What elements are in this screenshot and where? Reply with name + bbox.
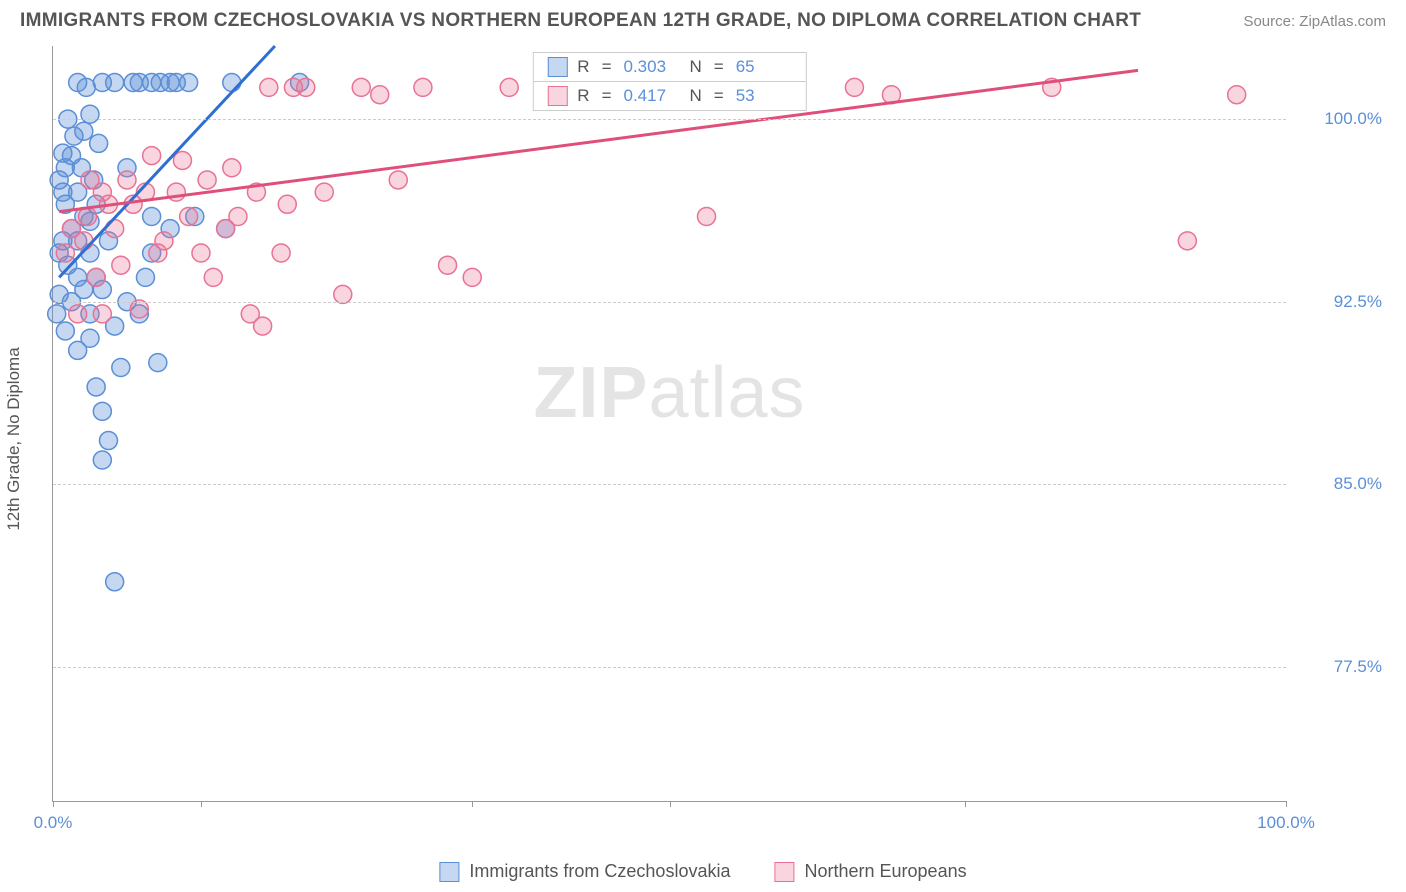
scatter-point: [389, 171, 407, 189]
legend-n-label: N: [690, 86, 702, 106]
legend-r-value: 0.417: [624, 86, 680, 106]
legend-r-value: 0.303: [624, 57, 680, 77]
scatter-point: [155, 232, 173, 250]
source-label: Source: ZipAtlas.com: [1243, 13, 1386, 30]
x-tick-mark: [201, 801, 202, 807]
scatter-point: [93, 402, 111, 420]
scatter-point: [81, 105, 99, 123]
scatter-point: [297, 78, 315, 96]
scatter-point: [90, 134, 108, 152]
scatter-point: [697, 207, 715, 225]
x-tick-mark: [472, 801, 473, 807]
scatter-point: [143, 147, 161, 165]
legend-n-value: 65: [736, 57, 792, 77]
legend-swatch: [439, 862, 459, 882]
x-tick-label: 0.0%: [34, 813, 73, 833]
scatter-point: [260, 78, 278, 96]
scatter-point: [77, 78, 95, 96]
chart-container: 12th Grade, No Diploma ZIPatlas R=0.303N…: [52, 46, 1386, 832]
legend-n-label: N: [690, 57, 702, 77]
chart-title: IMMIGRANTS FROM CZECHOSLOVAKIA VS NORTHE…: [20, 10, 1141, 32]
scatter-point: [173, 151, 191, 169]
scatter-point: [93, 305, 111, 323]
scatter-point: [414, 78, 432, 96]
scatter-point: [334, 285, 352, 303]
scatter-point: [192, 244, 210, 262]
y-axis-label: 12th Grade, No Diploma: [4, 347, 24, 530]
scatter-point: [87, 268, 105, 286]
x-tick-mark: [53, 801, 54, 807]
scatter-point: [130, 300, 148, 318]
legend-swatch: [547, 57, 567, 77]
scatter-point: [254, 317, 272, 335]
gridline: [53, 667, 1286, 668]
x-tick-label: 100.0%: [1257, 813, 1315, 833]
scatter-point: [112, 256, 130, 274]
scatter-point: [48, 305, 66, 323]
y-tick-label: 85.0%: [1292, 474, 1382, 494]
y-tick-label: 92.5%: [1292, 292, 1382, 312]
scatter-point: [75, 122, 93, 140]
scatter-point: [81, 329, 99, 347]
legend-series-label: Northern Europeans: [804, 861, 966, 882]
plot-area: ZIPatlas R=0.303N=65R=0.417N=53 77.5%85.…: [52, 46, 1286, 802]
scatter-point: [180, 207, 198, 225]
scatter-point: [99, 432, 117, 450]
scatter-point: [500, 78, 518, 96]
scatter-point: [136, 268, 154, 286]
scatter-point: [845, 78, 863, 96]
gridline: [53, 484, 1286, 485]
scatter-point: [1228, 86, 1246, 104]
scatter-point: [315, 183, 333, 201]
legend-series-label: Immigrants from Czechoslovakia: [469, 861, 730, 882]
scatter-point: [204, 268, 222, 286]
scatter-point: [439, 256, 457, 274]
legend-r-label: R: [577, 86, 589, 106]
y-tick-label: 77.5%: [1292, 657, 1382, 677]
legend-series-item: Northern Europeans: [774, 861, 966, 882]
scatter-point: [463, 268, 481, 286]
scatter-point: [198, 171, 216, 189]
legend-series: Immigrants from Czechoslovakia Northern E…: [439, 861, 966, 882]
legend-n-value: 53: [736, 86, 792, 106]
scatter-point: [69, 305, 87, 323]
scatter-point: [75, 232, 93, 250]
scatter-point: [272, 244, 290, 262]
legend-correlation-row: R=0.303N=65: [533, 53, 805, 82]
plot-svg: [53, 46, 1286, 801]
legend-correlation: R=0.303N=65R=0.417N=53: [532, 52, 806, 111]
scatter-point: [87, 378, 105, 396]
scatter-point: [93, 451, 111, 469]
scatter-point: [106, 220, 124, 238]
scatter-point: [149, 354, 167, 372]
x-tick-mark: [965, 801, 966, 807]
legend-r-label: R: [577, 57, 589, 77]
legend-correlation-row: R=0.417N=53: [533, 82, 805, 110]
scatter-point: [223, 74, 241, 92]
scatter-point: [106, 74, 124, 92]
scatter-point: [143, 207, 161, 225]
scatter-point: [56, 322, 74, 340]
scatter-point: [352, 78, 370, 96]
legend-swatch: [774, 862, 794, 882]
header: IMMIGRANTS FROM CZECHOSLOVAKIA VS NORTHE…: [0, 0, 1406, 40]
legend-series-item: Immigrants from Czechoslovakia: [439, 861, 730, 882]
scatter-point: [229, 207, 247, 225]
y-tick-label: 100.0%: [1292, 109, 1382, 129]
x-tick-mark: [670, 801, 671, 807]
legend-swatch: [547, 86, 567, 106]
gridline: [53, 302, 1286, 303]
scatter-point: [180, 74, 198, 92]
scatter-point: [118, 171, 136, 189]
scatter-point: [1178, 232, 1196, 250]
x-tick-mark: [1286, 801, 1287, 807]
scatter-point: [106, 573, 124, 591]
gridline: [53, 119, 1286, 120]
scatter-point: [371, 86, 389, 104]
scatter-point: [223, 159, 241, 177]
scatter-point: [112, 358, 130, 376]
scatter-point: [56, 244, 74, 262]
scatter-point: [278, 195, 296, 213]
